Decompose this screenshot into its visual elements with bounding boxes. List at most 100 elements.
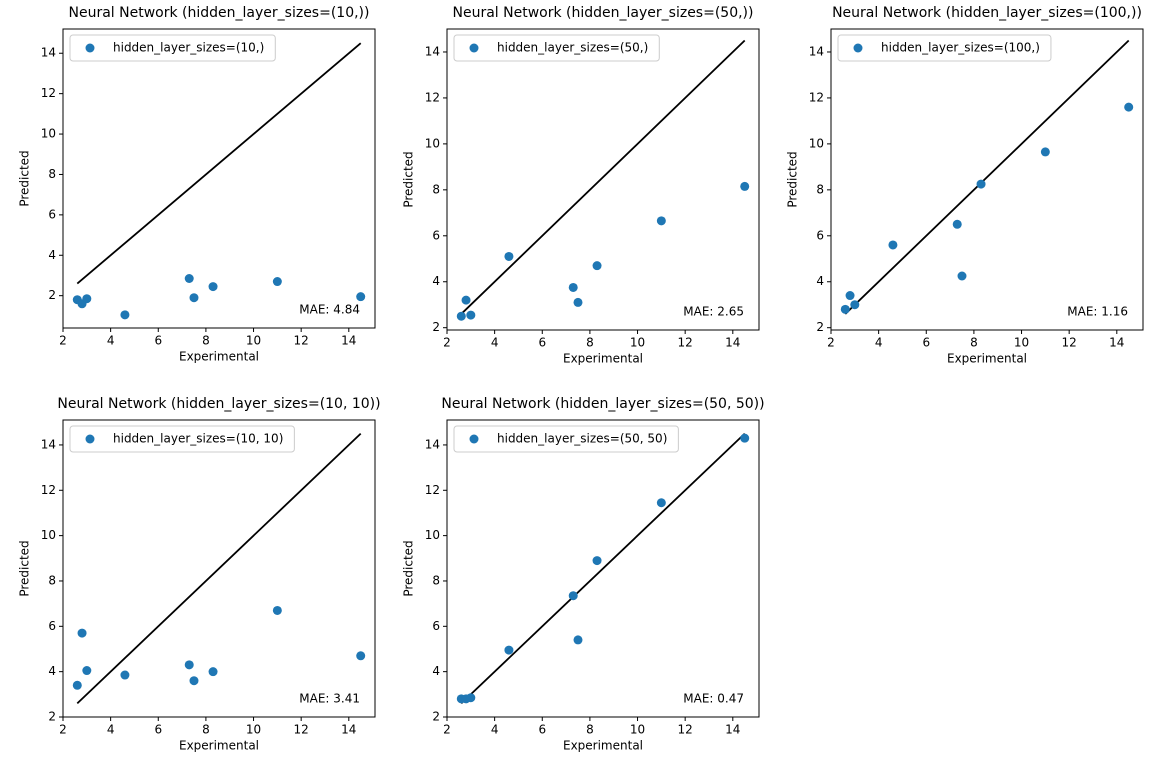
y-tick-label: 14 [425,437,440,451]
x-tick-label: 8 [586,336,594,350]
point [592,556,602,566]
axes-frame [830,28,1144,331]
y-tick-label: 4 [48,248,56,262]
x-tick-label: 12 [294,334,309,348]
y-axis-label: Predicted [402,540,416,596]
point [461,295,471,305]
annotation: MAE: 2.65 [683,305,744,319]
legend-marker [85,43,95,53]
point [272,277,282,287]
x-tick-label: 6 [154,723,162,737]
point [184,660,194,670]
x-tick-label: 8 [202,723,210,737]
x-tick-label: 8 [586,723,594,737]
legend-frame [453,34,660,62]
x-tick-label: 8 [970,336,978,350]
point [72,680,82,690]
x-tick-label: 14 [725,336,740,350]
y-axis-label: Predicted [402,151,416,207]
y-tick-label: 10 [425,136,440,150]
legend-marker [469,434,479,444]
subplot-title: Neural Network (hidden_layer_sizes=(50, … [441,396,764,412]
point [592,261,602,271]
y-tick-label: 6 [48,207,56,221]
y-tick-label: 12 [425,483,440,497]
x-axis-label: Experimental [947,352,1027,366]
x-tick-label: 6 [538,723,546,737]
point [840,304,850,314]
x-axis-label: Experimental [563,352,643,366]
y-axis-label: Predicted [18,540,32,596]
x-tick-label: 12 [678,723,693,737]
subplot-title: Neural Network (hidden_layer_sizes=(100,… [832,5,1142,21]
x-tick-label: 6 [538,336,546,350]
y-tick-label: 14 [425,44,440,58]
point [656,216,666,226]
legend-label: hidden_layer_sizes=(50, 50) [497,432,667,446]
y-tick-label: 12 [41,483,56,497]
subplot-title: Neural Network (hidden_layer_sizes=(10, … [57,396,380,412]
y-tick-label: 10 [41,528,56,542]
x-tick-label: 2 [827,336,835,350]
point [272,605,282,615]
x-tick-label: 4 [875,336,883,350]
subplot: Neural Network (hidden_layer_sizes=(10,)… [18,5,376,364]
x-tick-label: 12 [294,723,309,737]
reference-line [76,432,362,705]
point [568,282,578,292]
y-axis-label: Predicted [786,151,800,207]
point [1040,147,1050,157]
subplot-title: Neural Network (hidden_layer_sizes=(50,)… [453,5,754,21]
point [656,498,666,508]
point [189,293,199,303]
point [568,591,578,601]
x-tick-label: 8 [202,334,210,348]
point [208,667,218,677]
point [120,310,130,320]
x-tick-label: 4 [491,336,499,350]
y-tick-label: 8 [48,573,56,587]
axes-frame [446,419,760,718]
subplot: Neural Network (hidden_layer_sizes=(100,… [786,5,1144,366]
legend-frame [69,425,295,453]
y-tick-label: 4 [48,664,56,678]
point [1124,102,1134,112]
point [356,651,366,661]
axes-frame [62,419,376,718]
point [845,291,855,301]
point [456,311,466,321]
x-tick-label: 2 [59,723,67,737]
annotation: MAE: 4.84 [299,303,360,317]
point [466,310,476,320]
point [740,181,750,191]
point [208,282,218,292]
point [466,693,476,703]
x-tick-label: 10 [630,723,645,737]
subplot: Neural Network (hidden_layer_sizes=(50, … [402,396,765,753]
point [77,628,87,638]
legend-frame [69,34,276,62]
y-tick-label: 2 [432,320,440,334]
y-tick-label: 6 [816,228,824,242]
point [504,251,514,261]
axes-frame [62,28,376,329]
legend: hidden_layer_sizes=(10, 10) [69,425,295,453]
y-tick-label: 2 [432,710,440,724]
annotation: MAE: 1.16 [1067,305,1128,319]
legend: hidden_layer_sizes=(50, 50) [453,425,679,453]
y-tick-label: 10 [41,127,56,141]
y-tick-label: 10 [425,528,440,542]
y-tick-label: 2 [48,710,56,724]
y-tick-label: 14 [41,437,56,451]
point [952,219,962,229]
legend-frame [837,34,1052,62]
x-axis-label: Experimental [179,350,259,364]
x-tick-label: 2 [443,723,451,737]
x-tick-label: 10 [630,336,645,350]
point [184,274,194,284]
x-axis-label: Experimental [563,739,643,753]
point [850,300,860,310]
y-tick-label: 6 [432,619,440,633]
legend-label: hidden_layer_sizes=(50,) [497,41,648,55]
